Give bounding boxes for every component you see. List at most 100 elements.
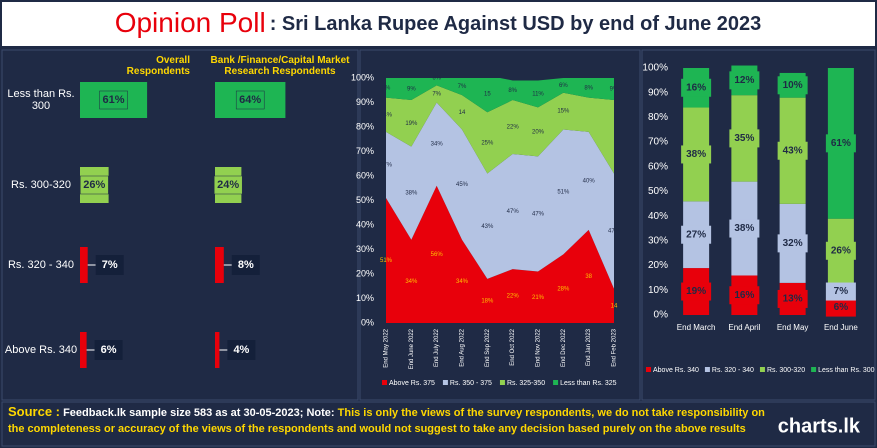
value-label: 34%	[405, 279, 418, 285]
bar	[215, 247, 224, 283]
value-label: 15	[484, 92, 491, 98]
y-tick-label: 30%	[648, 236, 668, 247]
label-box	[681, 282, 712, 301]
value-label: 47%	[608, 229, 621, 235]
label-box	[729, 71, 760, 90]
value-label: 51%	[380, 258, 393, 264]
label-box	[681, 225, 712, 244]
value-label: 25%	[481, 141, 494, 147]
value-label: 21%	[532, 295, 545, 301]
x-tick-label: End June 2022	[409, 328, 415, 369]
value-label: 6%	[432, 76, 441, 82]
title-highlight: Opinion Poll	[115, 7, 266, 38]
value-label: 20%	[532, 129, 545, 135]
category-label: Above Rs. 340	[4, 344, 78, 356]
category-label-box: Less than Rs. 300	[7, 88, 74, 112]
value-label: 14	[459, 110, 466, 116]
y-tick-label: 80%	[648, 112, 668, 123]
value-label: 8%	[508, 88, 517, 94]
legend-label: Rs. 300-320	[767, 367, 805, 374]
footer: Source : Feedback.lk sample size 583 as …	[8, 404, 768, 437]
x-tick-label: End June	[824, 323, 858, 332]
legend-label: Rs. 350 - 375	[450, 380, 492, 387]
bar	[80, 332, 87, 368]
legend-swatch	[704, 367, 710, 372]
category-label-box: Rs. 300-320	[11, 179, 71, 191]
value-label: 8%	[584, 85, 593, 91]
note-label: ; Note:	[299, 407, 335, 419]
footer-text: Source : Feedback.lk sample size 583 as …	[8, 404, 768, 437]
value-label: 8%	[238, 259, 254, 271]
value-label: 14%	[380, 112, 393, 118]
legend-swatch	[759, 367, 765, 372]
note: This is only the views of the survey res…	[8, 407, 765, 435]
x-tick-label: End Jan 2023	[586, 328, 592, 366]
value-label: 40%	[583, 178, 596, 184]
value-label: 7%	[102, 259, 118, 271]
label-box	[95, 255, 124, 275]
value-label: 15%	[557, 109, 570, 115]
value-label: 26%	[83, 179, 105, 191]
value-label: 8%	[382, 85, 391, 91]
legend-label: Above Rs. 375	[389, 380, 435, 387]
value-label: 56%	[431, 252, 444, 258]
label-box	[729, 129, 760, 148]
y-tick-label: 0%	[654, 310, 669, 321]
value-label: 9%	[610, 87, 619, 93]
value-label: 38	[585, 274, 592, 280]
y-tick-label: 100%	[642, 63, 668, 74]
label-box	[825, 241, 856, 260]
value-label: 6%	[101, 344, 117, 356]
value-label: 47%	[532, 212, 545, 218]
value-label: 7%	[432, 92, 441, 98]
value-label: 22%	[507, 294, 520, 300]
legend-label-box: Overall Respondents	[127, 55, 190, 77]
y-tick-label: 100%	[351, 72, 374, 82]
value-label: 13%	[783, 294, 803, 305]
value-label: 6%	[559, 83, 568, 89]
y-tick-label: 80%	[356, 121, 374, 131]
label-box	[99, 90, 128, 110]
bar	[80, 247, 88, 283]
value-label: 28%	[557, 286, 570, 292]
y-tick-label: 60%	[648, 161, 668, 172]
value-label: 47%	[507, 209, 520, 215]
label-box	[777, 76, 808, 95]
y-tick-label: 50%	[648, 186, 668, 197]
category-label: Rs. 320 - 340	[7, 259, 75, 271]
label-box	[213, 175, 243, 195]
y-tick-label: 90%	[356, 97, 374, 107]
value-label: 16%	[686, 82, 706, 93]
panel	[1, 49, 359, 401]
legend-swatch	[811, 367, 817, 372]
y-tick-label: 20%	[648, 260, 668, 271]
value-label: 43%	[481, 224, 494, 230]
value-label: 45%	[456, 182, 469, 188]
x-tick-label: End Dec 2022	[561, 328, 567, 367]
x-tick-label: End Sep 2022	[485, 328, 491, 367]
value-label: 4%	[233, 344, 249, 356]
legend-swatch	[382, 380, 387, 385]
y-tick-label: 0%	[361, 317, 374, 327]
source: Feedback.lk sample size 583 as at 30-05-…	[63, 407, 300, 419]
label-box	[681, 145, 712, 164]
value-label: 16%	[734, 290, 754, 301]
value-label: 64%	[239, 94, 261, 106]
label-box	[825, 134, 856, 153]
value-label: 26%	[831, 245, 851, 256]
value-label: 61%	[103, 94, 125, 106]
label-box	[231, 255, 260, 275]
legend-label: Less than Rs. 325	[560, 380, 617, 387]
x-tick-label: End May 2022	[384, 328, 390, 367]
title-text: : Sri Lanka Rupee Against USD by end of …	[270, 13, 762, 35]
value-label: 61%	[831, 138, 851, 149]
header-title: Opinion Poll: Sri Lanka Rupee Against US…	[115, 7, 762, 38]
label-box	[227, 340, 256, 360]
legend-swatch	[499, 380, 505, 385]
y-tick-label: 90%	[648, 87, 668, 98]
label-box	[825, 298, 856, 317]
value-label: 38%	[734, 223, 754, 234]
value-label: 51%	[557, 190, 570, 196]
